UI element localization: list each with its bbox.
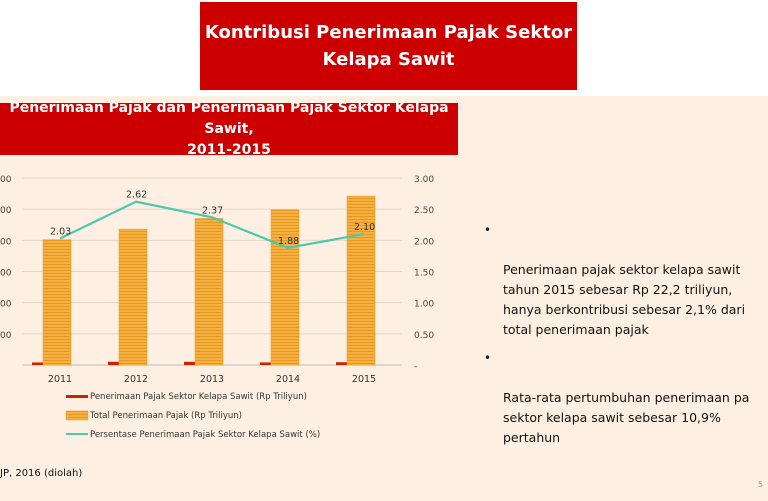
- right-axis-tick-label: 2.00: [414, 237, 434, 247]
- legend-label-total-tax: Total Penerimaan Pajak (Rp Triliyun): [89, 411, 242, 421]
- legend-swatch-palm-oil-tax: [66, 395, 88, 398]
- source-note: JP, 2016 (diolah): [0, 468, 83, 479]
- bullet-marker: •: [484, 223, 492, 237]
- right-axis-tick-label: 2.50: [414, 206, 434, 216]
- data-label: 2.10: [354, 222, 375, 233]
- bullet-item-1: • Penerimaan pajak sektor kelapa sawit t…: [484, 220, 768, 340]
- bullet-marker: •: [484, 351, 492, 365]
- chart-title-box: Penerimaan Pajak dan Penerimaan Pajak Se…: [0, 100, 458, 158]
- right-axis-tick-label: 0.50: [414, 331, 434, 341]
- left-axis-tick-label: 00: [0, 331, 12, 341]
- x-tick-label: 2011: [48, 374, 72, 385]
- data-label: 1.88: [278, 236, 299, 247]
- percentage-line: [59, 200, 365, 249]
- left-axis-tick-label: 00: [0, 237, 12, 247]
- legend-swatch-total-tax: [65, 410, 89, 421]
- bullet-text-1: Penerimaan pajak sektor kelapa sawit tah…: [503, 262, 746, 337]
- total-tax-bar: [346, 195, 376, 366]
- legend-label-palm-oil-tax: Penerimaan Pajak Sektor Kelapa Sawit (Rp…: [90, 392, 307, 402]
- bullet-text-2: Rata-rata pertumbuhan penerimaan pa sekt…: [503, 390, 750, 445]
- tax-revenue-chart: 3.00 2.50 2.00 1.50 1.00 0.50 - 00 00 00 00 00 00 201…: [0, 175, 434, 440]
- legend-label-percentage: Persentase Penerimaan Pajak Sektor Kelap…: [90, 430, 320, 440]
- total-tax-bar: [194, 218, 224, 366]
- x-tick-label: 2015: [352, 374, 376, 385]
- x-tick-label: 2012: [124, 374, 148, 385]
- data-label: 2.37: [202, 205, 223, 216]
- total-tax-bar: [42, 239, 72, 366]
- left-axis-tick-label: 00: [0, 175, 12, 185]
- bullet-list: • Penerimaan pajak sektor kelapa sawit t…: [484, 220, 768, 456]
- left-axis-tick-label: 00: [0, 300, 12, 310]
- right-axis-tick-label: 1.50: [414, 269, 434, 279]
- total-tax-bar: [118, 228, 148, 366]
- left-axis-tick-label: 00: [0, 269, 12, 279]
- x-tick-label: 2014: [276, 374, 300, 385]
- right-axis-tick-label: 3.00: [414, 175, 434, 185]
- right-axis-tick-label: -: [414, 362, 417, 372]
- data-label: 2.62: [126, 190, 147, 201]
- x-tick-label: 2013: [200, 374, 224, 385]
- right-axis-tick-label: 1.00: [414, 300, 434, 310]
- data-label: 2.03: [50, 226, 71, 237]
- page-number: 5: [758, 480, 764, 489]
- left-axis-tick-label: 00: [0, 206, 12, 216]
- bullet-item-2: • Rata-rata pertumbuhan penerimaan pa se…: [484, 348, 768, 448]
- total-tax-bar: [270, 209, 300, 366]
- chart-title: Penerimaan Pajak dan Penerimaan Pajak Se…: [9, 99, 449, 158]
- slide-title: Kontribusi Penerimaan Pajak Sektor Kelap…: [204, 22, 573, 70]
- slide-title-box: Kontribusi Penerimaan Pajak Sektor Kelap…: [200, 2, 577, 90]
